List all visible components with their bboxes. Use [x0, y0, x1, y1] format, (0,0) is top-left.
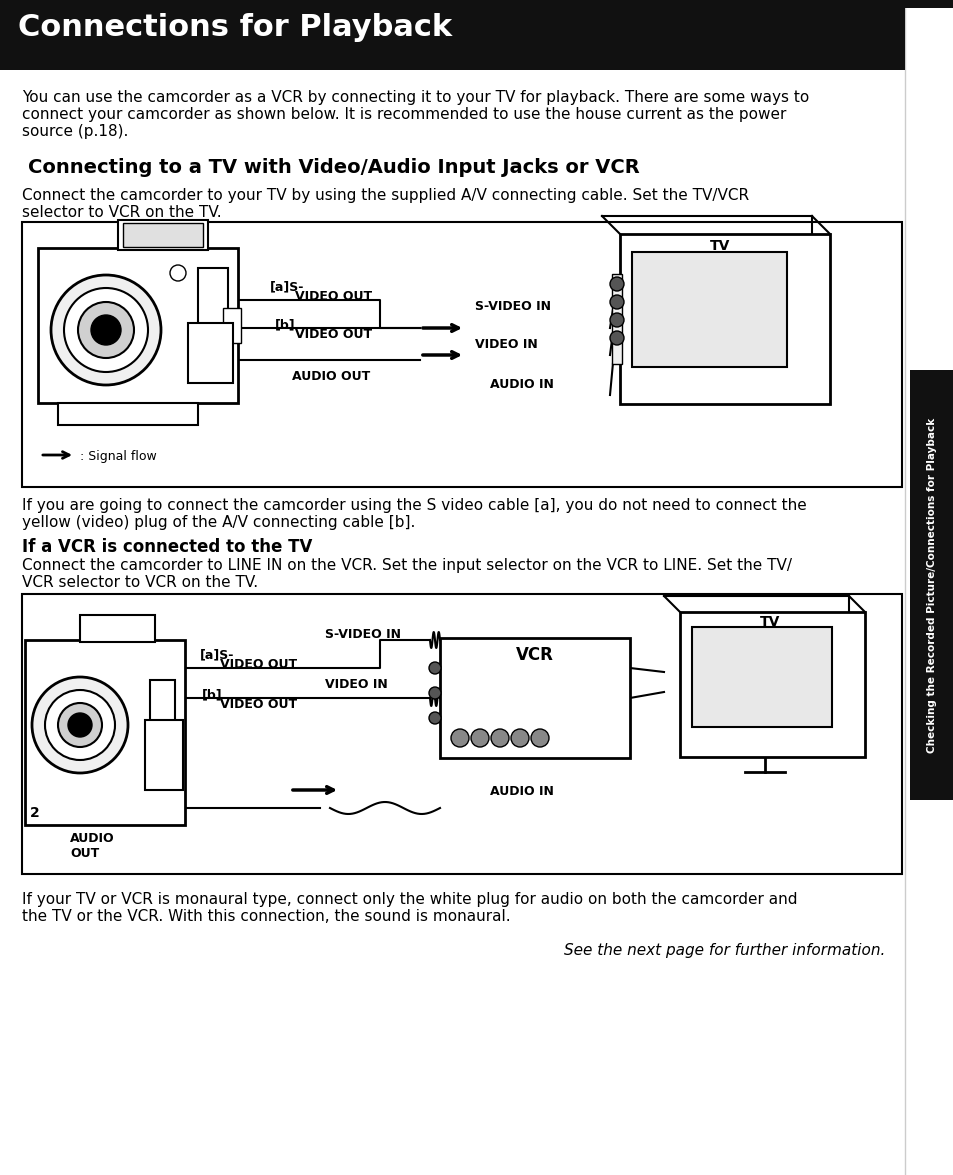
Text: VIDEO OUT: VIDEO OUT: [220, 698, 296, 711]
Text: If your TV or VCR is monaural type, connect only the white plug for audio on bot: If your TV or VCR is monaural type, conn…: [22, 892, 797, 907]
Text: VIDEO IN: VIDEO IN: [325, 678, 387, 691]
Circle shape: [64, 288, 148, 372]
Text: S-VIDEO IN: S-VIDEO IN: [325, 627, 400, 642]
FancyBboxPatch shape: [58, 403, 198, 425]
Circle shape: [429, 687, 440, 699]
Circle shape: [429, 662, 440, 674]
Text: the TV or the VCR. With this connection, the sound is monaural.: the TV or the VCR. With this connection,…: [22, 909, 510, 924]
Text: AUDIO OUT: AUDIO OUT: [292, 370, 370, 383]
FancyBboxPatch shape: [619, 234, 829, 404]
Circle shape: [531, 728, 548, 747]
Text: 2: 2: [30, 806, 40, 820]
Text: TV: TV: [709, 239, 729, 253]
Circle shape: [68, 713, 91, 737]
Text: yellow (video) plug of the A/V connecting cable [b].: yellow (video) plug of the A/V connectin…: [22, 515, 415, 530]
Circle shape: [78, 302, 133, 358]
FancyBboxPatch shape: [38, 248, 237, 403]
FancyBboxPatch shape: [223, 308, 241, 343]
Text: Connect the camcorder to your TV by using the supplied A/V connecting cable. Set: Connect the camcorder to your TV by usin…: [22, 188, 748, 203]
Text: AUDIO: AUDIO: [70, 832, 114, 845]
Circle shape: [170, 266, 186, 281]
Text: If a VCR is connected to the TV: If a VCR is connected to the TV: [22, 538, 312, 556]
Circle shape: [609, 295, 623, 309]
Text: source (p.18).: source (p.18).: [22, 125, 129, 139]
FancyBboxPatch shape: [145, 720, 183, 790]
FancyBboxPatch shape: [631, 251, 786, 367]
Circle shape: [609, 313, 623, 327]
Circle shape: [32, 677, 128, 773]
Text: AUDIO IN: AUDIO IN: [490, 785, 554, 798]
Circle shape: [471, 728, 489, 747]
Text: Checking the Recorded Picture/Connections for Playback: Checking the Recorded Picture/Connection…: [926, 417, 936, 753]
FancyBboxPatch shape: [679, 612, 864, 757]
Text: AUDIO IN: AUDIO IN: [490, 378, 554, 391]
FancyBboxPatch shape: [80, 615, 154, 642]
FancyBboxPatch shape: [439, 638, 629, 758]
Text: VIDEO OUT: VIDEO OUT: [220, 658, 296, 671]
FancyBboxPatch shape: [198, 268, 228, 328]
FancyBboxPatch shape: [123, 223, 203, 247]
Circle shape: [45, 690, 115, 760]
Text: VCR: VCR: [516, 646, 554, 664]
Circle shape: [429, 712, 440, 724]
Text: If you are going to connect the camcorder using the S video cable [a], you do no: If you are going to connect the camcorde…: [22, 498, 806, 513]
Text: [b]: [b]: [274, 318, 295, 331]
Text: VIDEO OUT: VIDEO OUT: [294, 328, 372, 341]
Circle shape: [511, 728, 529, 747]
Circle shape: [491, 728, 509, 747]
Circle shape: [451, 728, 469, 747]
FancyBboxPatch shape: [0, 0, 953, 8]
Text: TV: TV: [759, 615, 780, 629]
FancyBboxPatch shape: [118, 220, 208, 250]
Text: VCR selector to VCR on the TV.: VCR selector to VCR on the TV.: [22, 575, 258, 590]
Text: selector to VCR on the TV.: selector to VCR on the TV.: [22, 204, 221, 220]
Circle shape: [609, 277, 623, 291]
Text: OUT: OUT: [70, 847, 99, 860]
Text: connect your camcorder as shown below. It is recommended to use the house curren: connect your camcorder as shown below. I…: [22, 107, 785, 122]
Text: S-VIDEO IN: S-VIDEO IN: [475, 300, 551, 313]
FancyBboxPatch shape: [150, 680, 174, 730]
Text: Connect the camcorder to LINE IN on the VCR. Set the input selector on the VCR t: Connect the camcorder to LINE IN on the …: [22, 558, 791, 573]
Text: You can use the camcorder as a VCR by connecting it to your TV for playback. The: You can use the camcorder as a VCR by co…: [22, 90, 808, 105]
FancyBboxPatch shape: [22, 595, 901, 874]
FancyBboxPatch shape: [25, 640, 185, 825]
FancyBboxPatch shape: [0, 8, 904, 70]
Text: [b]: [b]: [202, 689, 222, 701]
Text: Connecting to a TV with Video/Audio Input Jacks or VCR: Connecting to a TV with Video/Audio Inpu…: [28, 157, 639, 177]
Text: : Signal flow: : Signal flow: [80, 450, 156, 463]
Circle shape: [91, 315, 121, 345]
Text: VIDEO OUT: VIDEO OUT: [294, 290, 372, 303]
FancyBboxPatch shape: [691, 627, 831, 727]
Circle shape: [58, 703, 102, 747]
Circle shape: [609, 331, 623, 345]
FancyBboxPatch shape: [188, 323, 233, 383]
Text: See the next page for further information.: See the next page for further informatio…: [563, 944, 884, 958]
Text: [a]S-: [a]S-: [200, 647, 234, 662]
Text: [a]S-: [a]S-: [270, 280, 304, 293]
Text: Connections for Playback: Connections for Playback: [18, 13, 452, 42]
Circle shape: [51, 275, 161, 385]
FancyBboxPatch shape: [612, 274, 621, 364]
FancyBboxPatch shape: [909, 370, 953, 800]
FancyBboxPatch shape: [22, 222, 901, 486]
Text: VIDEO IN: VIDEO IN: [475, 338, 537, 351]
